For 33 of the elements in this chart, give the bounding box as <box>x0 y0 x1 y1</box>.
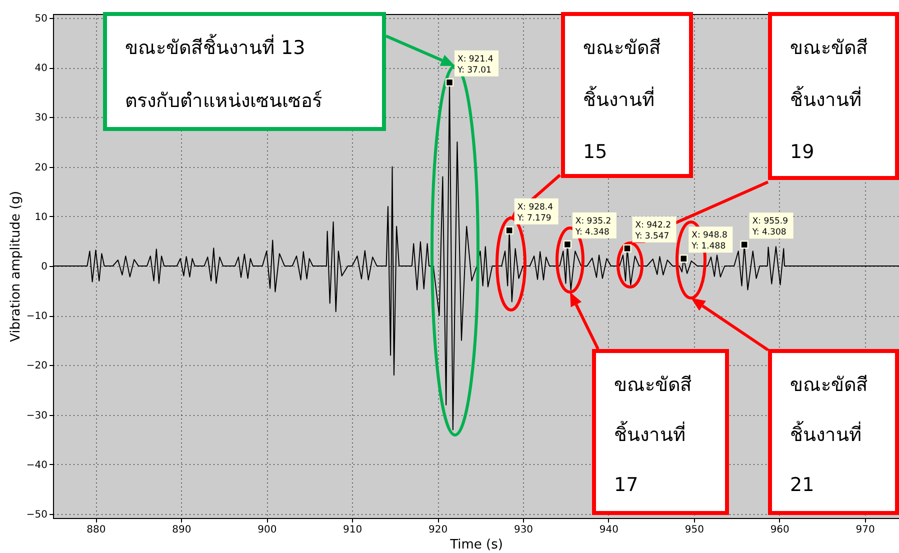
x-tick-label: 950 <box>684 524 704 536</box>
y-tick-label: 30 <box>34 112 48 124</box>
text: ขณะขัดสี ชิ้นงานที่ 21 <box>790 374 868 496</box>
x-tick-label: 920 <box>428 524 448 536</box>
text: ขณะขัดสี ชิ้นงานที่ 19 <box>790 37 868 163</box>
y-tick-label: 50 <box>34 13 48 24</box>
y-tick-label: 40 <box>34 63 48 74</box>
y-tick-label: 0 <box>41 262 48 272</box>
annotation: X: 942.2 Y: 3.547 <box>634 220 671 242</box>
x-tick-label: 940 <box>599 524 618 536</box>
x-tick-label: 880 <box>86 524 106 536</box>
y-tick-label: 10 <box>34 212 48 223</box>
y-tick-label: −40 <box>26 460 48 471</box>
annotation: X: 948.8 Y: 1.488 <box>690 230 728 252</box>
y-tick-label: −20 <box>26 360 48 372</box>
annotation: X: 955.9 Y: 4.308 <box>751 216 788 238</box>
y-axis-title: Vibration amplitude (g) <box>8 190 24 342</box>
annotation: X: 921.4 Y: 37.01 <box>456 54 494 76</box>
y-tick-label: −30 <box>26 410 48 422</box>
text: ขณะขัดสี ชิ้นงานที่ 15 <box>583 37 661 163</box>
x-tick-label: 970 <box>856 524 875 536</box>
annotation: X: 935.2 Y: 4.348 <box>574 216 612 238</box>
x-tick-label: 910 <box>343 524 362 536</box>
x-tick-label: 960 <box>770 524 790 536</box>
y-tick-label: −10 <box>26 311 48 322</box>
annotation: X: 928.4 Y: 7.179 <box>516 202 554 224</box>
x-tick-label: 900 <box>258 524 277 536</box>
x-tick-label: 930 <box>514 524 534 536</box>
x-tick-label: 890 <box>172 524 192 536</box>
y-tick-label: 20 <box>34 162 48 174</box>
text: ขณะขัดสี ชิ้นงานที่ 17 <box>614 374 692 496</box>
x-axis-title: Time (s) <box>449 538 503 552</box>
y-tick-label: −50 <box>26 510 48 521</box>
